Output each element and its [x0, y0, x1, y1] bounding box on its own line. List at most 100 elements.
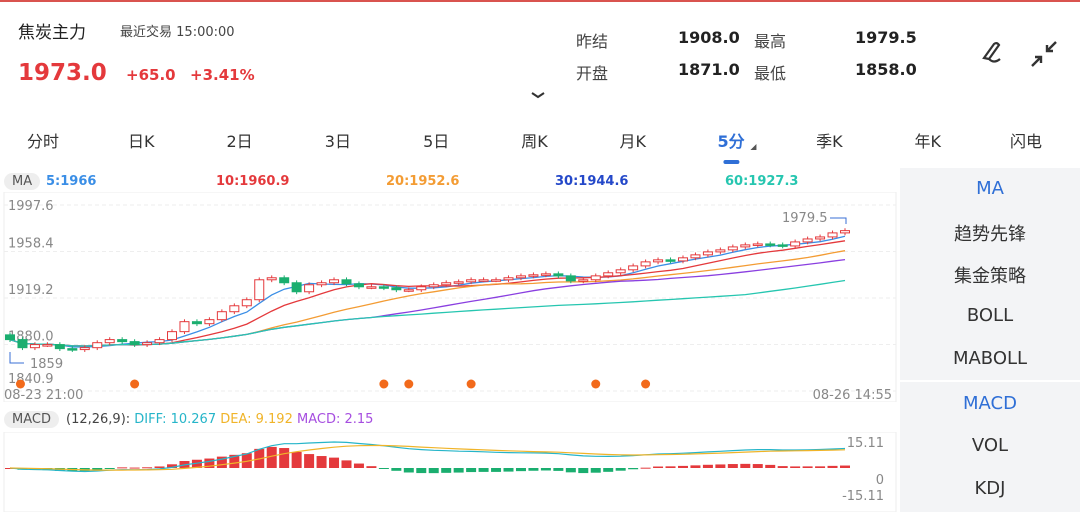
candle [478, 279, 489, 282]
macd-bar [540, 468, 551, 471]
ma10-line [9, 240, 846, 347]
candle [565, 275, 576, 282]
macd-dea: DEA: 9.192 [220, 412, 293, 427]
macd-axis-label: -15.11 [842, 489, 884, 504]
macd-bar [378, 468, 389, 469]
indicator-ma[interactable]: MA [976, 178, 1004, 199]
y-tick-label: 1840.9 [8, 372, 54, 387]
candle [466, 279, 477, 283]
indicator-kdj[interactable]: KDJ [974, 478, 1006, 499]
chart-frame [3, 192, 897, 402]
macd-bar [167, 464, 178, 468]
tab-3[interactable]: 3日 [324, 132, 351, 151]
indicator-maboll[interactable]: MABOLL [952, 348, 1028, 369]
tab-8[interactable]: 季K [816, 132, 843, 151]
macd-bar [453, 468, 464, 473]
candle [752, 243, 763, 246]
candle [54, 344, 65, 350]
macd-bar [104, 468, 115, 469]
candle [827, 232, 838, 238]
y-tick-label: 1997.6 [8, 199, 54, 214]
candle [491, 279, 502, 282]
macd-bar [129, 467, 140, 469]
candle [254, 279, 265, 301]
macd-chart[interactable]: 15.11 0-15.11 [0, 432, 900, 512]
candle [727, 246, 738, 251]
panel-divider [900, 380, 1080, 382]
price-change-pct: +3.41% [190, 66, 255, 84]
macd-bar [428, 468, 439, 474]
indicator-boll[interactable]: BOLL [966, 305, 1014, 326]
tab-10[interactable]: 闪电 [1009, 132, 1043, 151]
candle [428, 284, 439, 288]
candle [590, 275, 601, 281]
candle [690, 254, 701, 259]
trade-time: 15:00:00 [176, 25, 235, 40]
macd-bar [603, 468, 614, 472]
candle [503, 277, 514, 281]
macd-bar [154, 466, 165, 468]
macd-bar [466, 468, 477, 473]
quote-label: 昨结 [576, 32, 609, 51]
last-trade: 最近交易 15:00:00 [120, 21, 235, 40]
collapse-icon[interactable] [1028, 38, 1060, 70]
macd-axis-label: 15.11 [847, 436, 884, 451]
quote-value: 1979.5 [855, 28, 917, 47]
candle [391, 287, 402, 291]
indicator-panel: MA 趋势先锋 集金策略 BOLL MABOLL MACD VOL KDJ [900, 168, 1080, 512]
macd-bar [528, 468, 539, 471]
candle [104, 339, 115, 344]
macd-bar [752, 464, 763, 468]
candle [17, 339, 28, 349]
high-label: 1979.5 [782, 211, 828, 226]
macd-bar [229, 454, 240, 468]
tab-7[interactable]: 5分 [718, 128, 757, 152]
candle [142, 342, 153, 346]
quote-label: 最低 [754, 64, 787, 83]
indicator-jijin[interactable]: 集金策略 [954, 266, 1026, 287]
macd-bar [777, 466, 788, 468]
quote-value: 1871.0 [678, 60, 740, 79]
tab-9[interactable]: 年K [914, 132, 941, 151]
candle [578, 279, 589, 282]
candle [341, 279, 352, 285]
chevron-down-icon[interactable] [530, 90, 546, 100]
candle [802, 238, 813, 243]
tab-0[interactable]: 分时 [26, 132, 60, 151]
ma60-value: 60:1927.3 [725, 174, 799, 189]
macd-bar [503, 468, 514, 472]
macd-bar [665, 466, 676, 468]
indicator-vol[interactable]: VOL [971, 435, 1009, 456]
macd-bar [191, 459, 202, 468]
macd-bar [815, 466, 826, 468]
macd-bar [578, 468, 589, 474]
draw-pen-icon[interactable] [978, 38, 1008, 68]
macd-bar [304, 454, 315, 468]
signal-dot [130, 379, 140, 389]
candle [615, 269, 626, 274]
last-price: 1973.0 [18, 60, 107, 86]
indicator-trend[interactable]: 趋势先锋 [954, 224, 1026, 245]
ma-indicator-pill[interactable]: MA [4, 173, 41, 190]
macd-bar [341, 460, 352, 468]
indicator-macd[interactable]: MACD [963, 393, 1017, 414]
x-start-label: 08-23 21:00 [4, 388, 83, 402]
candle [191, 321, 202, 325]
macd-bar [615, 468, 626, 471]
macd-bar [677, 465, 688, 468]
ma30-value: 30:1944.6 [555, 174, 629, 189]
quote-value: 1908.0 [678, 28, 740, 47]
tab-1[interactable]: 日K [128, 132, 155, 151]
macd-bar [640, 467, 651, 469]
tab-6[interactable]: 月K [619, 132, 647, 151]
candle [29, 344, 40, 349]
tab-5[interactable]: 周K [521, 132, 548, 151]
dea-line [9, 444, 846, 471]
candlestick-chart[interactable]: 1997.61958.41919.21880.01840.91979.51859… [0, 192, 900, 402]
tab-4[interactable]: 5日 [423, 132, 450, 151]
macd-bar [690, 465, 701, 468]
candle [229, 305, 240, 313]
low-label: 1859 [30, 357, 63, 372]
macd-indicator-pill[interactable]: MACD [4, 411, 59, 428]
tab-2[interactable]: 2日 [226, 132, 253, 151]
